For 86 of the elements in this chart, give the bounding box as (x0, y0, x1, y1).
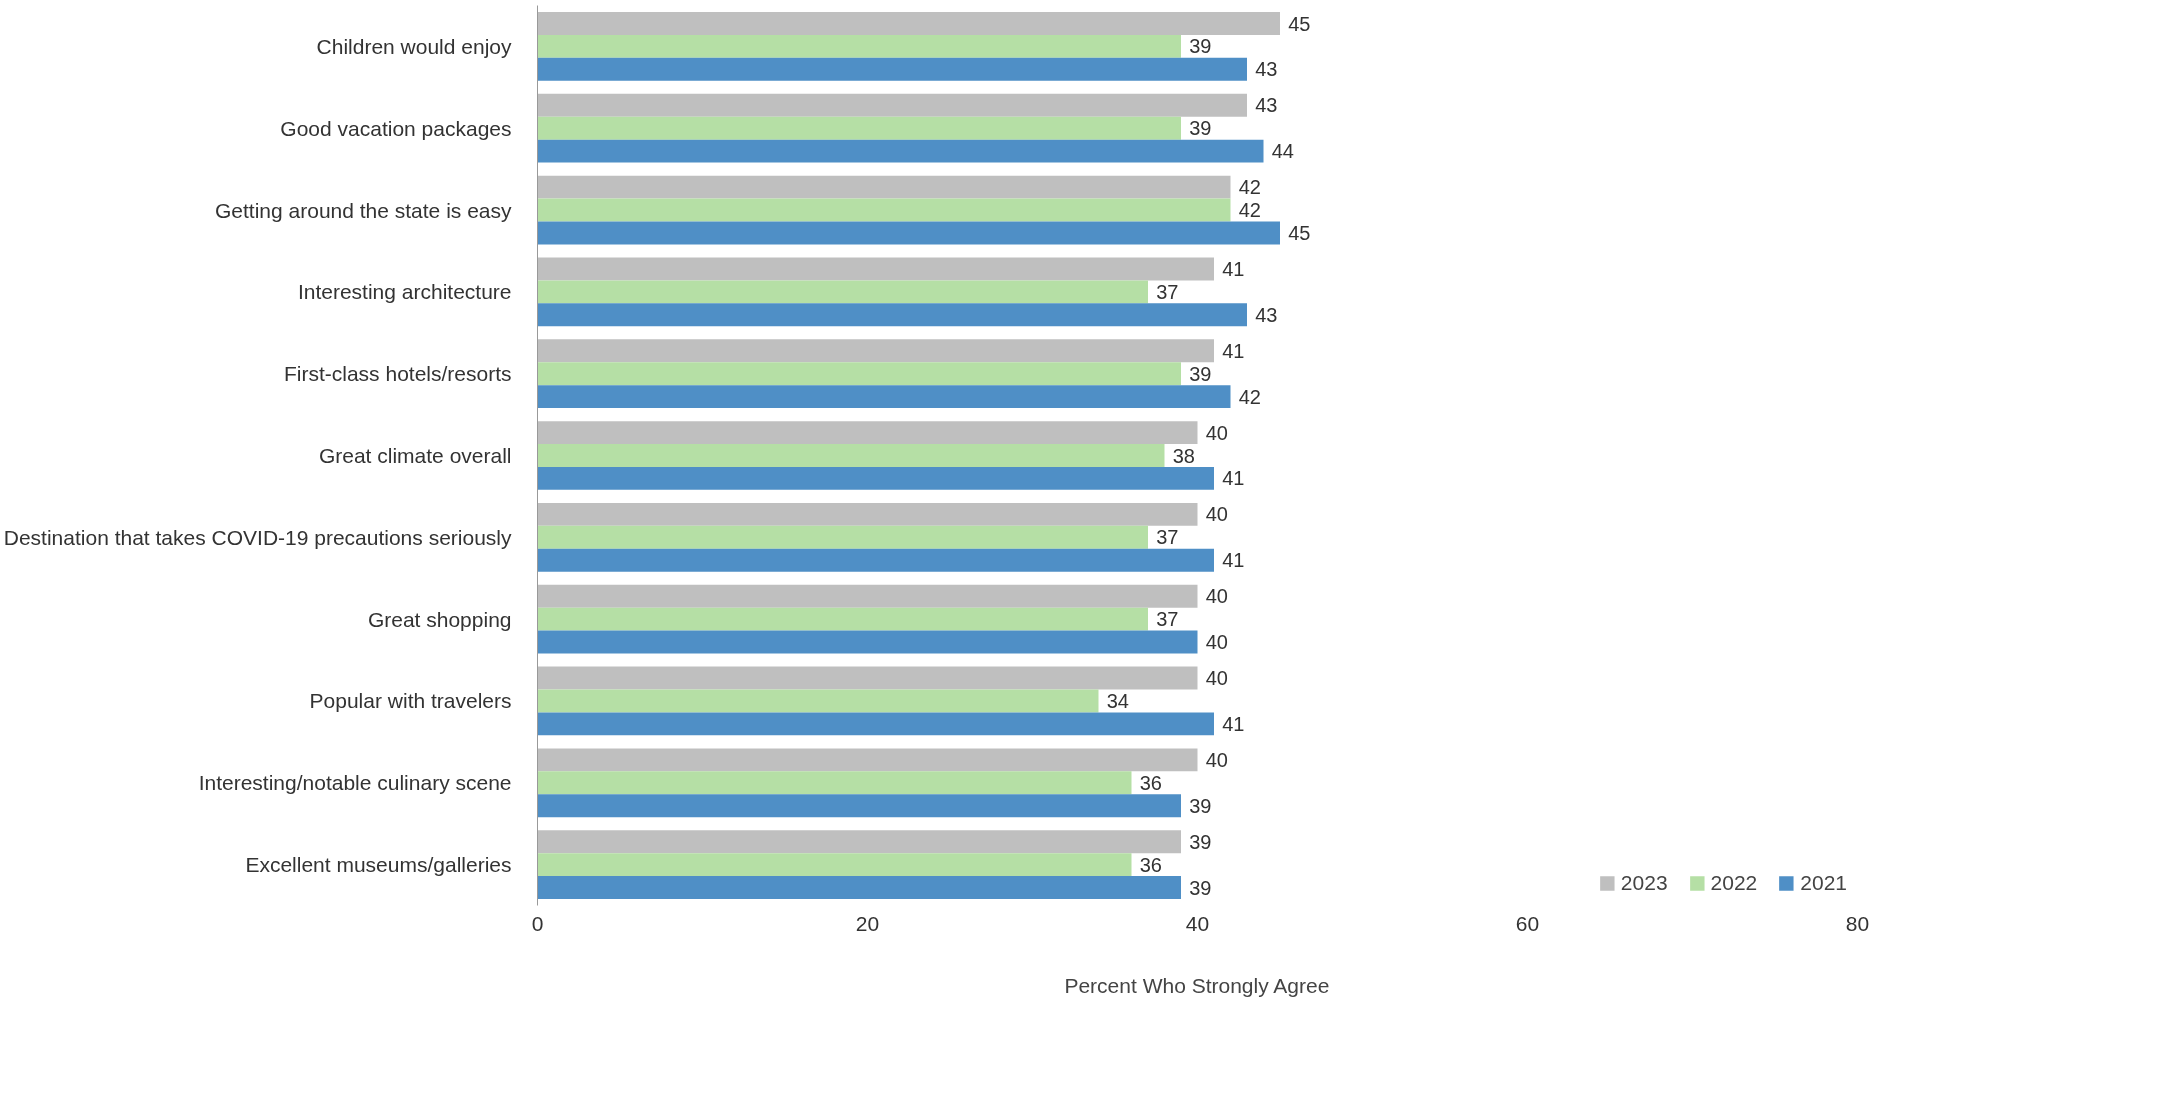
x-tick-label: 40 (1185, 911, 1210, 935)
y-tick-label: Popular with travelers (309, 689, 512, 713)
data-label: 41 (1222, 467, 1245, 490)
bar (537, 421, 1198, 445)
bar (537, 257, 1214, 281)
y-tick-label: Interesting/notable culinary scene (198, 771, 512, 795)
bar (537, 584, 1198, 608)
bar (537, 385, 1231, 409)
data-label: 41 (1222, 257, 1245, 280)
bar (537, 221, 1280, 245)
data-label: 42 (1238, 385, 1261, 408)
bar (537, 303, 1247, 327)
bar (537, 525, 1148, 549)
bar (537, 175, 1231, 199)
bar (537, 853, 1132, 877)
bar (537, 139, 1264, 163)
bar (537, 548, 1214, 572)
legend-label: 2022 (1710, 871, 1758, 895)
bar (537, 830, 1181, 854)
bar (537, 607, 1148, 631)
data-label: 39 (1189, 876, 1212, 899)
y-tick-label: Great climate overall (318, 444, 512, 467)
data-label: 42 (1238, 199, 1261, 222)
data-label: 40 (1205, 667, 1228, 690)
bar (537, 748, 1198, 772)
bar (537, 630, 1198, 654)
data-label: 39 (1189, 794, 1212, 817)
bar (537, 362, 1181, 386)
data-label: 41 (1222, 549, 1245, 572)
x-tick-label: 20 (855, 911, 880, 935)
bar (537, 466, 1214, 490)
data-label: 40 (1205, 421, 1228, 444)
data-label: 36 (1139, 853, 1162, 876)
bar (537, 34, 1181, 58)
data-label: 41 (1222, 712, 1245, 735)
y-tick-label: Destination that takes COVID-19 precautions seriously (3, 525, 512, 549)
data-label: 43 (1255, 303, 1278, 326)
legend-label: 2023 (1620, 871, 1668, 895)
bar (537, 339, 1214, 363)
bar (537, 712, 1214, 736)
data-label: 44 (1271, 140, 1294, 163)
data-label: 38 (1172, 444, 1195, 467)
x-tick-label: 0 (531, 911, 544, 935)
data-label: 36 (1139, 771, 1162, 794)
data-label: 37 (1156, 526, 1179, 549)
bar (537, 198, 1231, 222)
y-tick-label: Getting around the state is easy (214, 198, 512, 222)
bar (537, 57, 1247, 81)
y-tick-label: Great shopping (367, 607, 512, 631)
x-tick-label: 80 (1845, 911, 1870, 935)
data-label: 45 (1288, 221, 1311, 244)
bar (537, 502, 1198, 526)
data-label: 40 (1205, 631, 1228, 654)
data-label: 45 (1288, 12, 1311, 35)
data-label: 43 (1255, 94, 1278, 117)
data-label: 39 (1189, 35, 1212, 58)
data-label: 39 (1189, 830, 1212, 853)
bar (537, 280, 1148, 304)
bar (537, 444, 1165, 467)
data-label: 40 (1205, 503, 1228, 526)
data-label: 39 (1189, 362, 1212, 385)
y-tick-label: Children would enjoy (316, 34, 512, 58)
data-label: 41 (1222, 339, 1245, 362)
data-label: 37 (1156, 608, 1179, 631)
bar (537, 794, 1181, 818)
y-tick-label: Good vacation packages (280, 116, 512, 140)
data-label: 43 (1255, 58, 1278, 81)
bar (537, 12, 1280, 35)
legend-label: 2021 (1800, 871, 1847, 895)
data-label: 42 (1238, 176, 1261, 199)
data-label: 37 (1156, 280, 1179, 303)
data-label: 40 (1205, 748, 1228, 771)
data-label: 39 (1189, 117, 1212, 140)
bar (537, 689, 1099, 713)
data-label: 34 (1106, 689, 1129, 712)
x-axis-title: Percent Who Strongly Agree (1064, 973, 1330, 997)
data-label: 40 (1205, 585, 1228, 608)
bar (537, 93, 1247, 117)
bar (537, 116, 1181, 140)
y-tick-label: Excellent museums/galleries (245, 853, 512, 877)
bar (537, 666, 1198, 690)
y-tick-label: First-class hotels/resorts (283, 362, 512, 386)
bar (537, 771, 1132, 795)
y-tick-label: Interesting architecture (297, 280, 512, 304)
bar (537, 876, 1181, 899)
x-tick-label: 60 (1515, 911, 1540, 935)
